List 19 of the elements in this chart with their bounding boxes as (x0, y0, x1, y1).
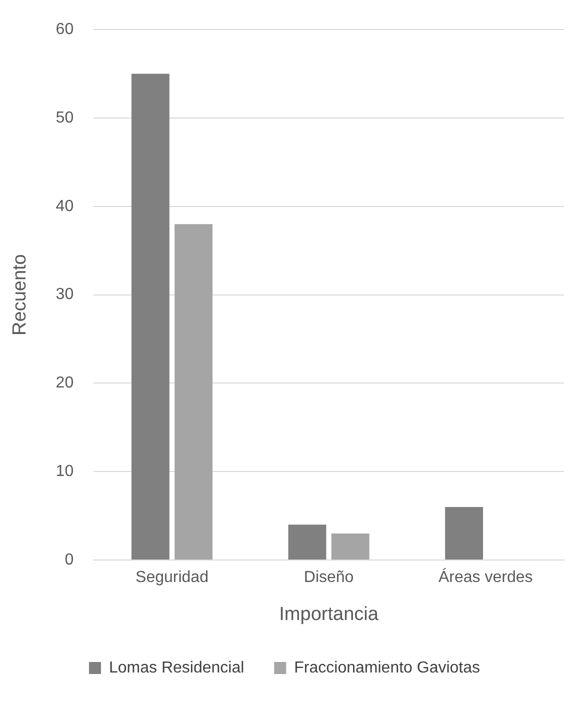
bar (288, 524, 326, 560)
bar (131, 74, 170, 560)
y-tick-label: 60 (56, 21, 74, 38)
x-tick-label: Diseño (304, 569, 354, 586)
x-tick-label: Seguridad (136, 569, 208, 586)
bar (174, 224, 213, 560)
x-axis-title: Importancia (279, 604, 379, 625)
bar (331, 533, 370, 560)
legend-label: Lomas Residencial (108, 659, 244, 676)
y-tick-label: 30 (56, 286, 74, 304)
y-axis-title: Recuento (10, 254, 31, 336)
bar (445, 506, 484, 560)
y-tick-label: 40 (56, 198, 74, 215)
x-tick-label: Áreas verdes (438, 568, 533, 586)
legend-label: Fraccionamiento Gaviotas (294, 659, 480, 676)
y-tick-label: 20 (56, 374, 74, 392)
y-tick-label: 10 (56, 463, 74, 480)
y-tick-label: 0 (64, 551, 74, 568)
y-tick-label: 50 (56, 109, 74, 126)
